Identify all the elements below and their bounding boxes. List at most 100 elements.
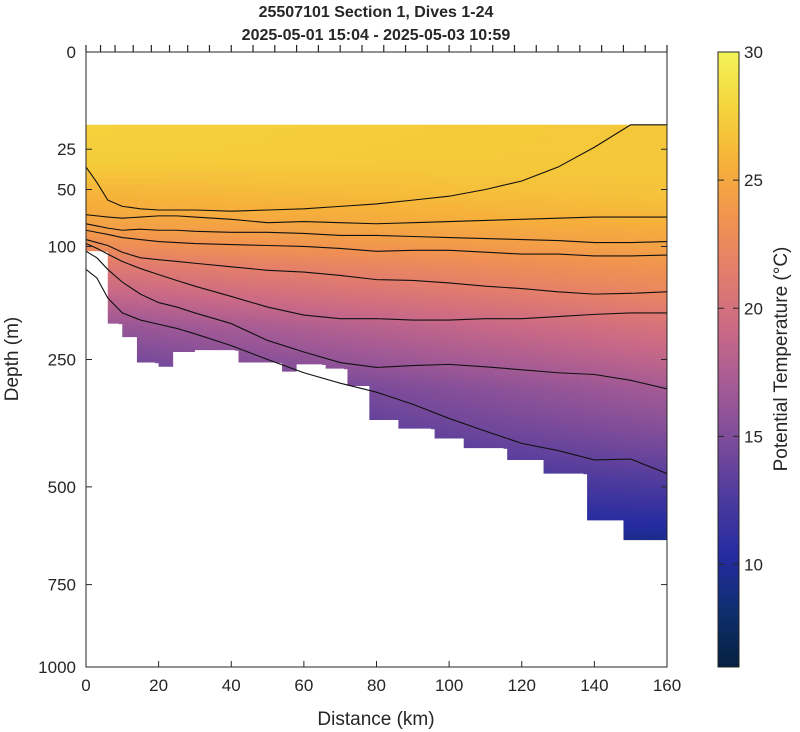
section-cell: [223, 200, 232, 206]
section-cell: [485, 328, 494, 332]
section-cell: [434, 411, 443, 415]
section-cell: [151, 124, 160, 136]
section-cell: [223, 320, 232, 324]
section-cell: [412, 417, 421, 421]
section-cell: [144, 344, 152, 348]
section-cell: [536, 296, 545, 301]
section-cell: [369, 280, 378, 285]
section-cell: [340, 286, 349, 291]
section-cell: [507, 419, 516, 423]
section-cell: [521, 428, 530, 431]
section-cell: [499, 407, 508, 411]
section-cell: [391, 359, 399, 363]
section-cell: [507, 134, 516, 144]
section-cell: [514, 236, 523, 242]
section-cell: [434, 333, 443, 338]
section-cell: [369, 320, 378, 324]
section-cell: [223, 317, 232, 321]
section-cell: [529, 428, 537, 431]
section-cell: [441, 311, 450, 315]
section-cell: [434, 371, 443, 375]
section-cell: [485, 134, 494, 144]
section-cell: [151, 219, 160, 225]
section-cell: [492, 308, 501, 313]
section-cell: [478, 308, 487, 313]
section-cell: [267, 255, 276, 261]
section-cell: [202, 252, 211, 257]
section-cell: [369, 387, 378, 391]
section-cell: [514, 209, 523, 216]
section-cell: [565, 383, 574, 387]
section-cell: [376, 244, 385, 250]
section-cell: [376, 373, 385, 377]
section-cell: [550, 134, 559, 144]
section-cell: [499, 352, 508, 356]
section-cell: [267, 349, 276, 353]
section-cell: [354, 124, 363, 136]
section-cell: [354, 273, 363, 278]
section-cell: [115, 283, 123, 288]
section-cell: [354, 366, 363, 370]
section-cell: [529, 411, 537, 415]
section-cell: [514, 428, 523, 431]
section-cell: [434, 308, 443, 313]
section-cell: [253, 228, 261, 233]
section-cell: [420, 325, 428, 330]
section-cell: [463, 158, 472, 167]
section-cell: [253, 308, 261, 313]
section-cell: [449, 419, 457, 423]
section-cell: [405, 394, 414, 398]
section-cell: [441, 413, 450, 417]
section-cell: [245, 314, 254, 318]
section-cell: [514, 205, 523, 211]
section-cell: [434, 378, 443, 382]
section-cell: [303, 341, 312, 345]
section-cell: [485, 178, 494, 185]
section-cell: [536, 158, 545, 167]
section-cell: [223, 252, 232, 257]
section-cell: [282, 308, 290, 313]
section-cell: [216, 189, 225, 196]
section-cell: [361, 302, 370, 307]
section-cell: [216, 341, 225, 345]
section-cell: [543, 470, 552, 473]
section-cell: [347, 305, 356, 310]
section-cell: [492, 322, 501, 327]
section-cell: [144, 219, 152, 225]
section-cell: [260, 344, 269, 348]
section-cell: [449, 311, 457, 315]
section-cell: [151, 151, 160, 160]
section-cell: [296, 328, 305, 332]
section-cell: [405, 143, 414, 152]
section-cell: [558, 277, 566, 282]
section-cell: [543, 438, 552, 441]
section-cell: [543, 430, 552, 433]
section-cell: [383, 252, 392, 257]
section-cell: [470, 415, 479, 419]
section-cell: [558, 280, 566, 285]
section-cell: [514, 344, 523, 348]
section-cell: [107, 209, 116, 216]
section-cell: [391, 349, 399, 353]
section-cell: [499, 344, 508, 348]
section-cell: [129, 200, 138, 206]
section-cell: [391, 352, 399, 356]
section-cell: [492, 396, 501, 400]
section-cell: [470, 143, 479, 152]
section-cell: [238, 240, 247, 246]
section-cell: [194, 293, 203, 298]
section-cell: [274, 328, 283, 332]
section-cell: [136, 359, 145, 363]
section-cell: [144, 283, 152, 288]
section-cell: [93, 189, 102, 196]
section-cell: [456, 314, 465, 318]
section-cell: [529, 417, 537, 421]
section-cell: [499, 244, 508, 250]
section-cell: [158, 189, 167, 196]
section-cell: [216, 286, 225, 291]
section-cell: [529, 430, 537, 433]
section-cell: [521, 361, 530, 365]
section-cell: [420, 392, 428, 396]
section-cell: [209, 143, 218, 152]
section-cell: [499, 134, 508, 144]
